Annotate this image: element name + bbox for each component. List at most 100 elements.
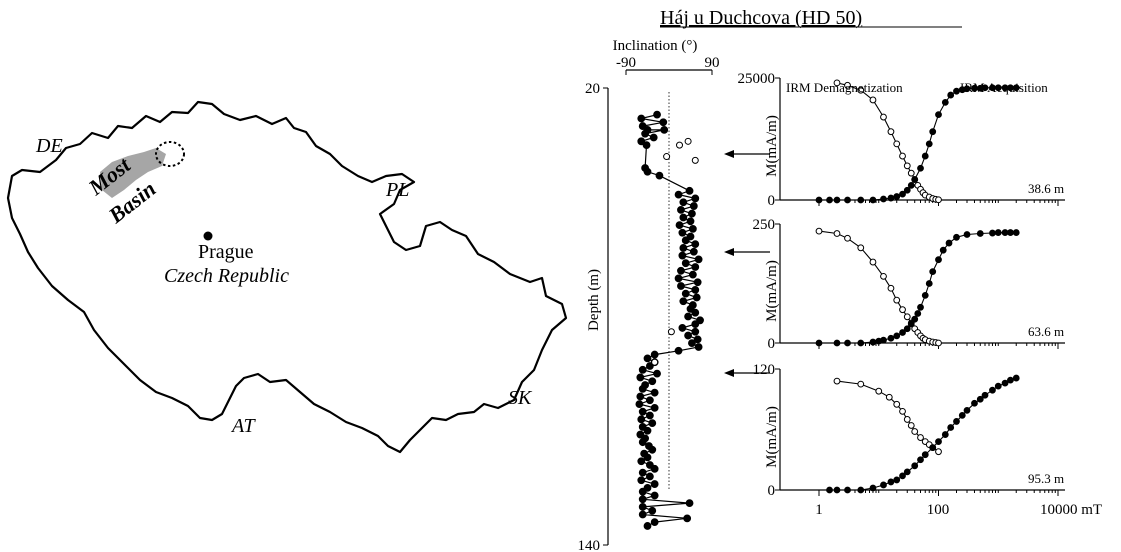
- inclination-point: [643, 354, 652, 363]
- inclination-point: [688, 339, 696, 348]
- inclination-point: [681, 259, 690, 268]
- inclination-point: [650, 480, 659, 488]
- acquisition-point: [869, 196, 877, 204]
- inclination-point: [643, 167, 652, 176]
- demagnetization-point: [911, 428, 919, 435]
- irm-x-tick-label-100: 100: [927, 502, 950, 518]
- inclination-point: [688, 225, 697, 233]
- demagnetization-point: [844, 234, 851, 242]
- acquisition-point: [917, 456, 924, 464]
- inclination-point: [636, 373, 645, 382]
- irm-38-6-legend-demag: IRM Demagnetization: [786, 80, 903, 95]
- inclination-point: [642, 141, 651, 150]
- demagnetization-point: [857, 244, 865, 252]
- inclination-point: [679, 297, 688, 306]
- depth-tick-label-top: 20: [585, 81, 600, 97]
- inclination-point: [691, 320, 700, 329]
- acquisition-point: [1001, 379, 1009, 387]
- inclination-point: [685, 499, 694, 508]
- inclination-point: [694, 255, 703, 264]
- irm-38-6-marks: [775, 77, 1065, 206]
- acquisition-point: [917, 303, 924, 311]
- demagnetization-point: [893, 140, 901, 148]
- inclination-point: [684, 312, 693, 321]
- acquisition-point: [880, 195, 887, 203]
- arrow-to-95-3: [724, 369, 770, 377]
- inclination-point: [679, 213, 688, 222]
- inclination-point: [677, 205, 685, 214]
- inclination-point: [648, 377, 657, 386]
- inclination-point: [689, 247, 698, 256]
- irm-63-6-marks: [775, 223, 1065, 349]
- acquisition-point: [953, 418, 960, 425]
- inclination-point: [648, 506, 657, 515]
- acquisition-point: [989, 386, 996, 394]
- demagnetization-point: [857, 380, 865, 388]
- acquisition-point: [844, 339, 851, 347]
- inclination-tick-label-max: 90: [705, 55, 720, 71]
- label-sk: SK: [508, 387, 533, 409]
- acquisition-point: [945, 239, 953, 247]
- inclination-point: [691, 240, 700, 249]
- irm-95-3-marks: [775, 368, 1065, 496]
- inclination-point: [691, 285, 700, 294]
- demagnetization-point: [917, 434, 924, 441]
- acquisition-point: [981, 391, 989, 399]
- inclination-point: [681, 236, 690, 245]
- inclination-point: [693, 335, 702, 344]
- label-de: DE: [35, 135, 63, 157]
- arrow-to-63-6: [724, 248, 770, 256]
- inclination-open-point: [663, 153, 671, 161]
- acquisition-point: [887, 194, 895, 202]
- acquisition-point: [893, 193, 901, 200]
- inclination-open-point: [691, 156, 699, 164]
- acquisition-point: [941, 431, 949, 438]
- inclination-point: [643, 522, 652, 530]
- inclination-open-point: [667, 328, 675, 336]
- acquisition-point: [857, 339, 865, 347]
- inclination-point: [691, 263, 700, 271]
- inclination-marks: [635, 110, 704, 530]
- demagnetization-point: [935, 448, 942, 456]
- inclination-point: [638, 365, 647, 374]
- demagnetization-point: [893, 400, 901, 408]
- demagnetization-point: [887, 284, 895, 292]
- acquisition-point: [1007, 376, 1014, 384]
- irm-63-6-ylabel: M(mA/m): [764, 260, 780, 322]
- inclination-point: [678, 228, 687, 237]
- inclination-point: [638, 487, 647, 496]
- depth-ylabel: Depth (m): [586, 269, 602, 331]
- acquisition-point: [815, 339, 823, 347]
- acquisition-point: [976, 230, 984, 237]
- irm-63-6-annotation: 63.6 m: [1028, 324, 1064, 339]
- irm-95-3-ytick-zero: 0: [768, 483, 776, 499]
- acquisition-point: [833, 339, 841, 347]
- acquisition-point: [1012, 84, 1020, 92]
- label-country: Czech Republic: [164, 265, 289, 287]
- acquisition-point: [963, 406, 971, 414]
- irm-x-tick-label-10000: 10000 mT: [1040, 502, 1102, 518]
- acquisition-point: [844, 196, 851, 204]
- acquisition-point: [903, 468, 911, 476]
- acquisition-point: [911, 315, 919, 323]
- acquisition-point: [935, 438, 942, 446]
- acquisition-point: [880, 481, 887, 489]
- acquisition-point: [935, 256, 942, 264]
- acquisition-point: [939, 246, 947, 254]
- irm-38-6-annotation: 38.6 m: [1028, 181, 1064, 196]
- acquisition-point: [911, 176, 919, 183]
- acquisition-point: [925, 140, 933, 148]
- inclination-point: [684, 331, 693, 340]
- inclination-point: [679, 244, 688, 252]
- inclination-point: [637, 457, 646, 466]
- acquisition-point: [989, 229, 996, 237]
- inclination-point: [691, 194, 700, 203]
- irm-panel-63-6: 250 0 M(mA/m) 63.6 m: [753, 217, 1065, 352]
- inclination-point: [678, 324, 687, 332]
- inclination-point: [645, 411, 654, 420]
- acquisition-point: [921, 451, 929, 459]
- inclination-tick-label-min: -90: [616, 55, 636, 71]
- irm-38-6-ytick-top: 25000: [738, 71, 776, 87]
- inclination-chart: Inclination (°) -90 90 20 140 Depth (m): [578, 38, 720, 552]
- acquisition-point: [929, 444, 937, 452]
